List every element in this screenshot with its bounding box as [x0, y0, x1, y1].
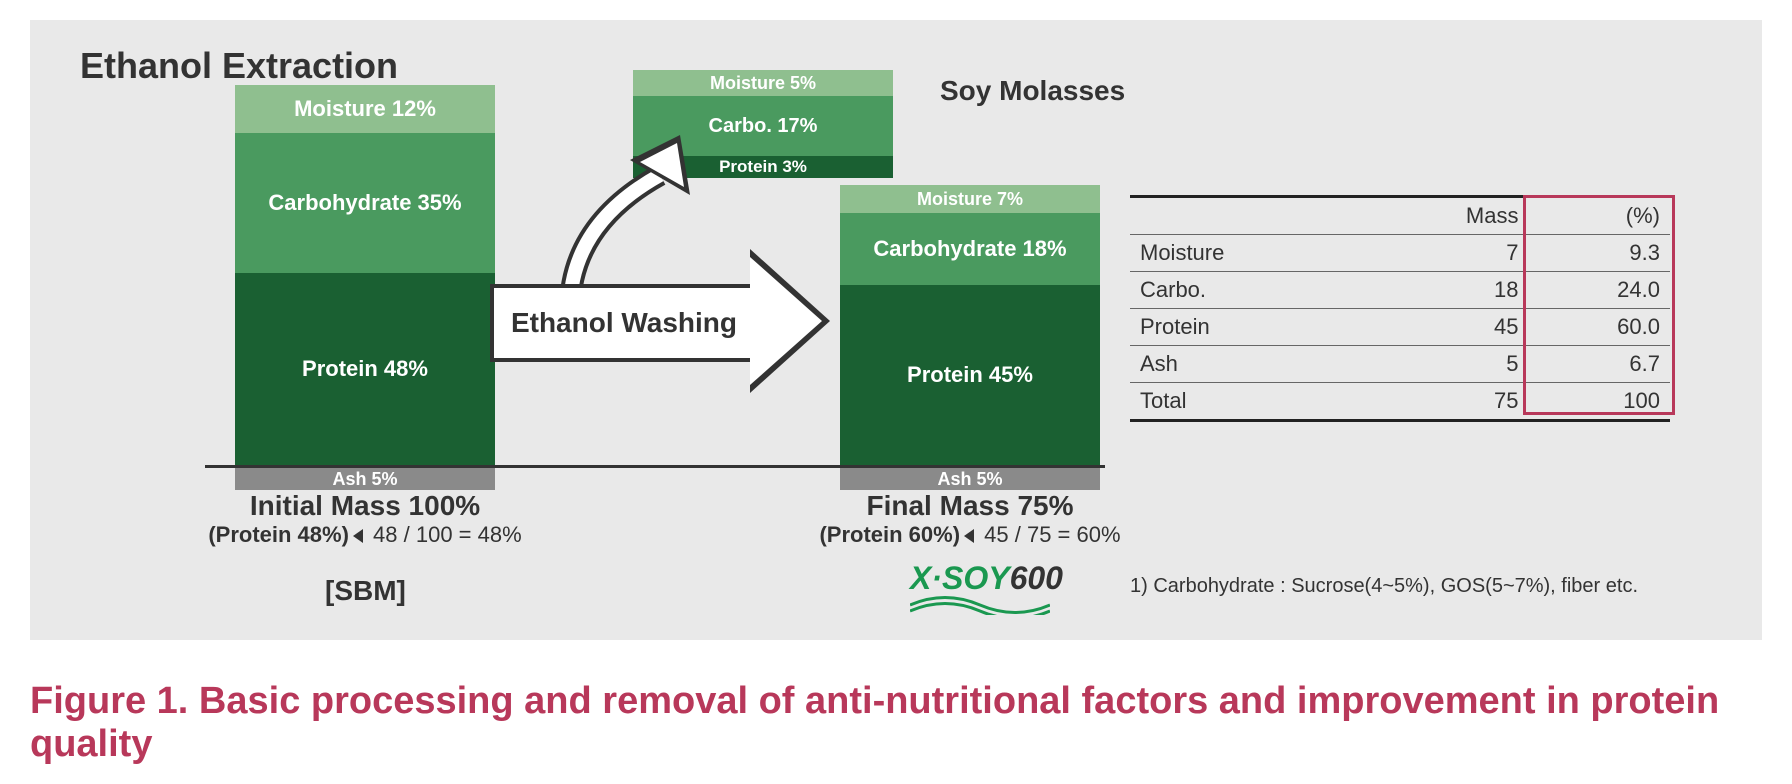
diagram-panel: Ethanol Extraction Moisture 12% Carbohyd…: [30, 20, 1762, 640]
initial-carbo: Carbohydrate 35%: [235, 133, 495, 273]
table-row: Moisture79.3: [1130, 235, 1670, 272]
tri-icon: [353, 529, 363, 543]
initial-ash: Ash 5%: [235, 468, 495, 490]
panel-title: Ethanol Extraction: [80, 45, 398, 87]
initial-mass-line: Initial Mass 100%: [205, 490, 525, 522]
final-mass-line: Final Mass 75%: [810, 490, 1130, 522]
sbm-label: [SBM]: [325, 575, 406, 607]
figure-caption: Figure 1. Basic processing and removal o…: [30, 680, 1792, 766]
xsoy-logo: X·SOY600: [910, 560, 1063, 597]
table-row: Protein4560.0: [1130, 309, 1670, 346]
footnote: 1) Carbohydrate : Sucrose(4~5%), GOS(5~7…: [1130, 575, 1638, 598]
initial-protein-line: (Protein 48%) 48 / 100 = 48%: [205, 522, 525, 548]
page: Ethanol Extraction Moisture 12% Carbohyd…: [0, 0, 1792, 784]
ethanol-arrow: Ethanol Washing: [490, 284, 758, 362]
table-row: Ash56.7: [1130, 346, 1670, 383]
final-moisture: Moisture 7%: [840, 185, 1100, 213]
tri-icon: [964, 529, 974, 543]
initial-protein: Protein 48%: [235, 273, 495, 465]
final-protein: Protein 45%: [840, 285, 1100, 465]
final-ash: Ash 5%: [840, 468, 1100, 490]
table-row: Carbo.1824.0: [1130, 272, 1670, 309]
table-header: Mass(%): [1130, 197, 1670, 235]
composition-table: Mass(%) Moisture79.3 Carbo.1824.0 Protei…: [1130, 195, 1670, 422]
final-protein-line: (Protein 60%) 45 / 75 = 60%: [810, 522, 1130, 548]
molasses-moisture: Moisture 5%: [633, 70, 893, 96]
initial-moisture: Moisture 12%: [235, 85, 495, 133]
arrow-label: Ethanol Washing: [511, 307, 737, 339]
xsoy-wave-icon: [910, 595, 1050, 615]
initial-bar: Moisture 12% Carbohydrate 35% Protein 48…: [235, 85, 495, 465]
molasses-label: Soy Molasses: [940, 75, 1125, 107]
final-caption: Final Mass 75% (Protein 60%) 45 / 75 = 6…: [810, 490, 1130, 548]
table-row-total: Total75100: [1130, 383, 1670, 421]
arrow-head: [750, 249, 830, 393]
final-carbo: Carbohydrate 18%: [840, 213, 1100, 285]
final-bar: Moisture 7% Carbohydrate 18% Protein 45%: [840, 185, 1100, 465]
initial-caption: Initial Mass 100% (Protein 48%) 48 / 100…: [205, 490, 525, 548]
